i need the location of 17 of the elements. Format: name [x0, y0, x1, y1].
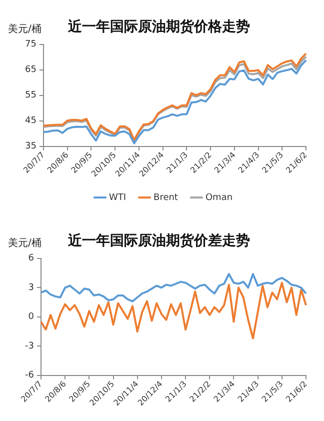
- y-tick-label: 45: [25, 116, 36, 126]
- y-tick-label: -6: [24, 370, 34, 381]
- y-tick-label: 6: [28, 254, 34, 264]
- y-tick-label: 55: [25, 90, 36, 101]
- y-tick-label: 75: [25, 40, 36, 50]
- y-tick-label: 65: [25, 65, 36, 76]
- chart-title: 近一年国际原油期货价差走势: [68, 232, 250, 250]
- y-axis-title: 美元/桶: [8, 22, 42, 36]
- legend-label: Brent: [154, 192, 178, 203]
- legend-label: Oman: [205, 192, 233, 203]
- legend-label: WTI: [108, 192, 126, 203]
- y-tick-label: 0: [28, 312, 34, 322]
- y-tick-label: -3: [24, 341, 34, 352]
- y-tick-label: 35: [25, 142, 36, 152]
- chart-title: 近一年国际原油期货价格走势: [68, 18, 250, 36]
- y-axis-title: 美元/桶: [8, 236, 42, 250]
- y-tick-label: 3: [28, 282, 34, 293]
